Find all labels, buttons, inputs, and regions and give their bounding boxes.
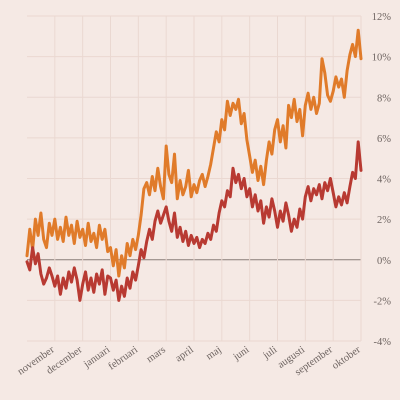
- x-tick-label: april: [174, 344, 196, 364]
- x-tick-label: oktober: [330, 344, 363, 372]
- y-tick-label: 8%: [377, 93, 391, 104]
- y-tick-label: 2%: [377, 215, 391, 226]
- x-tick-label: juli: [261, 344, 280, 362]
- y-tick-label: 10%: [372, 53, 392, 64]
- series-line-1: [25, 28, 363, 278]
- y-tick-label: -4%: [374, 337, 392, 348]
- series-lines: [25, 28, 363, 302]
- y-tick-label: 6%: [377, 134, 391, 145]
- y-axis-ticks: -4% -2% 0% 2% 4% 6% 8% 10% 12%: [372, 12, 392, 348]
- x-tick-label: februari: [107, 344, 141, 372]
- y-tick-label: 0%: [377, 256, 391, 267]
- y-tick-label: 4%: [377, 175, 391, 186]
- x-tick-label: juni: [231, 344, 252, 363]
- x-tick-label: mars: [145, 344, 168, 365]
- y-tick-label: -2%: [374, 296, 392, 307]
- x-tick-label: maj: [204, 344, 223, 362]
- y-tick-label: 12%: [372, 12, 392, 23]
- series-line-2: [25, 140, 363, 302]
- grid: [27, 15, 362, 342]
